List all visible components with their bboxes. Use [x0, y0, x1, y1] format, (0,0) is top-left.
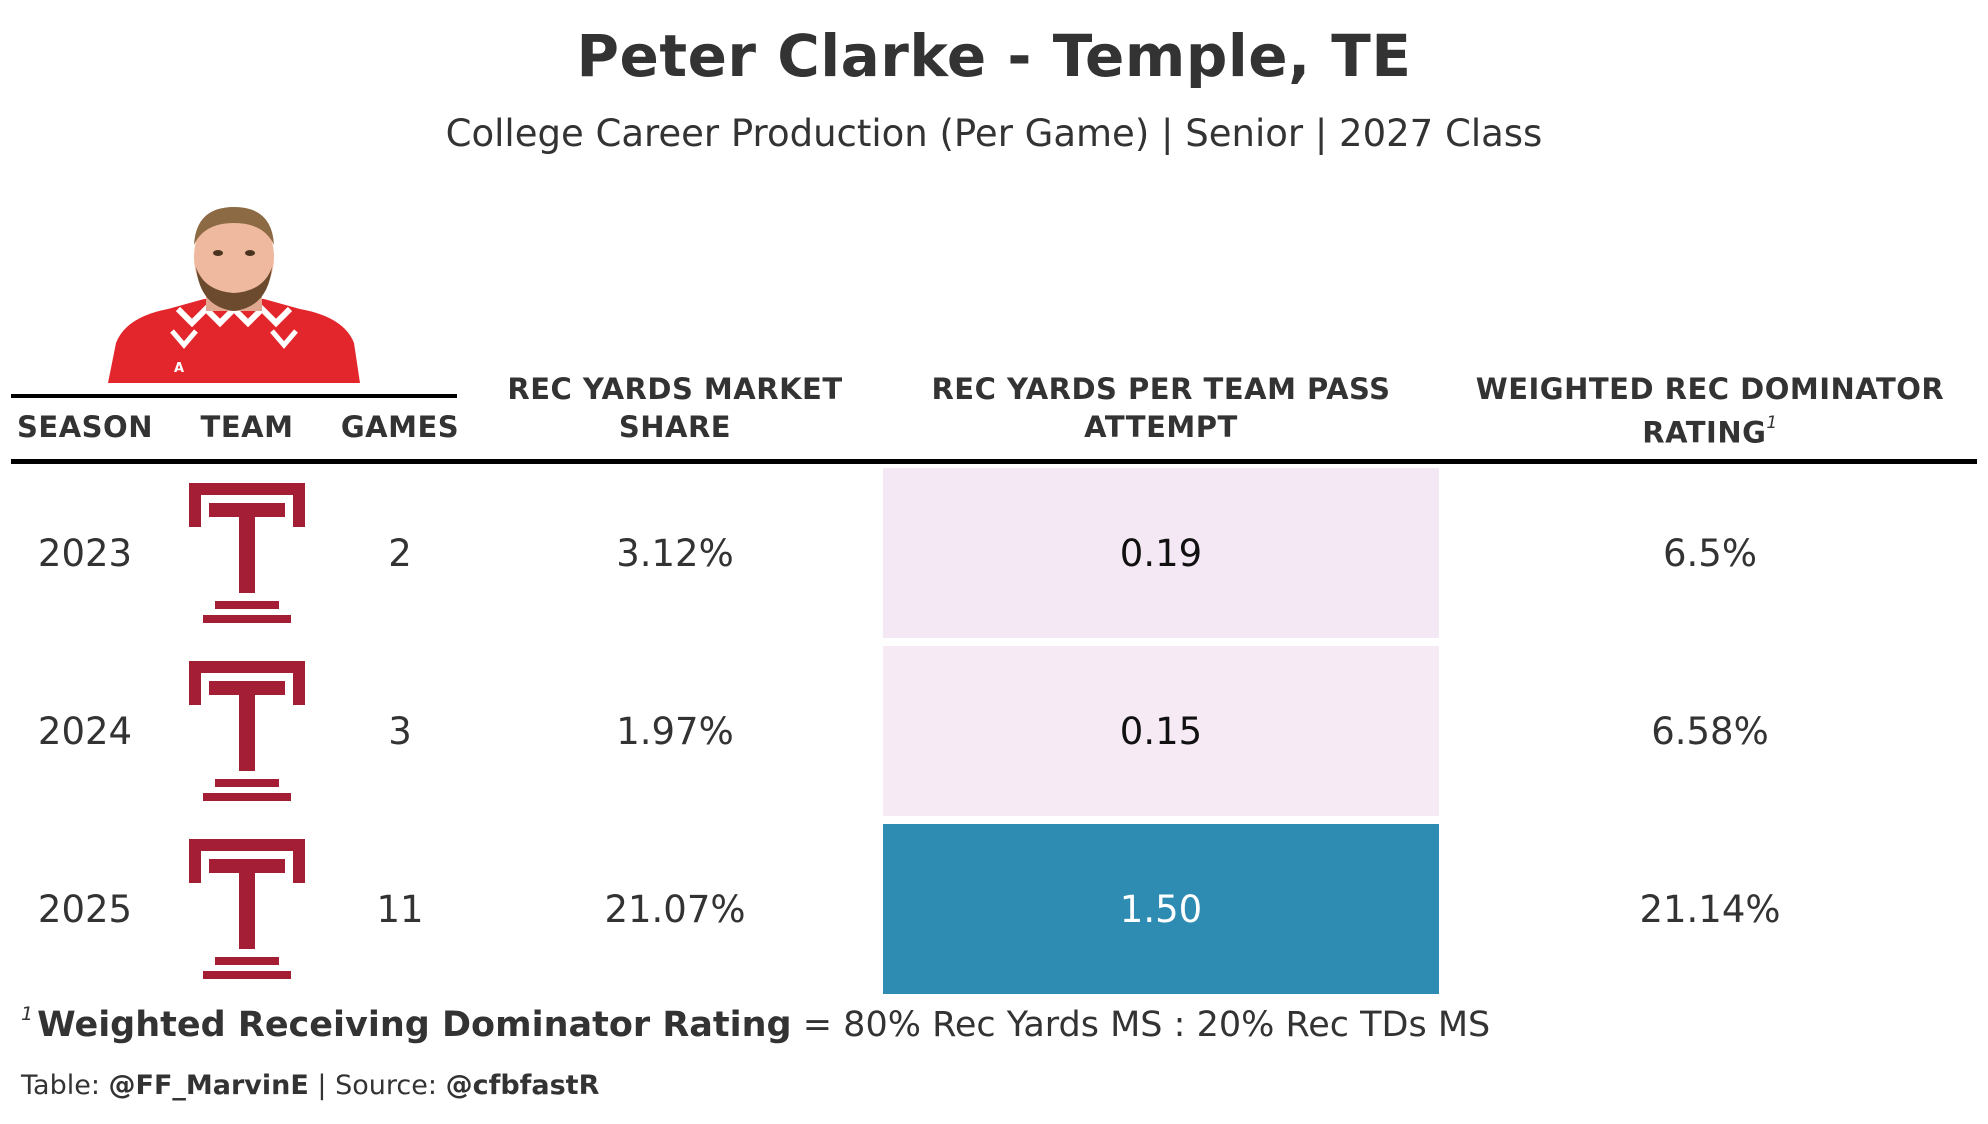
column-header-dominator: WEIGHTED REC DOMINATOR RATING1 [1450, 370, 1970, 452]
column-header-market-share: REC YARDS MARKET SHARE [480, 370, 870, 446]
table-row: 2025 11 21.07% 1.50 21.14% [0, 820, 1988, 998]
credit-separator: | [317, 1070, 327, 1101]
source-credit-label: Source: [335, 1070, 437, 1101]
per-attempt-value: 0.15 [1119, 709, 1203, 753]
season-cell: 2023 [37, 531, 133, 575]
temple-t-icon [189, 839, 305, 979]
footnote-mark: 1 [21, 1003, 34, 1025]
column-header-per-attempt-line1: REC YARDS PER TEAM PASS [931, 372, 1391, 406]
column-header-season: SEASON [17, 410, 153, 444]
temple-t-icon [189, 483, 305, 623]
games-cell: 3 [388, 709, 412, 753]
header-rule [11, 459, 1977, 464]
player-headshot: A [108, 207, 360, 383]
table-credit-label: Table: [21, 1070, 100, 1101]
team-logo-cell [172, 642, 322, 820]
season-cell: 2025 [37, 887, 133, 931]
chart-title: Peter Clarke - Temple, TE [576, 22, 1412, 90]
per-attempt-value: 1.50 [1119, 887, 1203, 931]
svg-text:A: A [174, 361, 184, 376]
market-share-cell: 21.07% [604, 887, 746, 931]
footnote-definition: = 80% Rec Yards MS : 20% Rec TDs MS [802, 1005, 1491, 1045]
per-attempt-fill [883, 646, 1439, 816]
market-share-cell: 1.97% [616, 709, 734, 753]
games-cell: 2 [388, 531, 412, 575]
column-header-dominator-line1: WEIGHTED REC DOMINATOR [1475, 372, 1945, 406]
column-header-market-share-line2: SHARE [618, 410, 732, 444]
source-credit-handle: @cfbfastR [445, 1070, 600, 1101]
column-header-per-attempt: REC YARDS PER TEAM PASS ATTEMPT [883, 370, 1439, 446]
per-attempt-fill [883, 468, 1439, 638]
group-header-rule [11, 394, 457, 398]
per-attempt-cell: 0.19 [883, 464, 1439, 642]
source-caption: Table: @FF_MarvinE | Source: @cfbfastR [21, 1070, 599, 1101]
per-attempt-value: 0.19 [1119, 531, 1203, 575]
market-share-cell: 3.12% [616, 531, 734, 575]
team-logo-cell [172, 820, 322, 998]
dominator-cell: 21.14% [1639, 887, 1781, 931]
footnote-term: Weighted Receiving Dominator Rating [37, 1005, 792, 1045]
column-header-team: TEAM [200, 410, 294, 444]
column-header-market-share-line1: REC YARDS MARKET [507, 372, 843, 406]
column-header-dominator-line2-text: RATING [1642, 415, 1767, 450]
table-row: 2023 2 3.12% 0.19 6.5% [0, 464, 1988, 642]
team-logo-cell [172, 464, 322, 642]
column-header-games: GAMES [340, 410, 460, 444]
games-cell: 11 [376, 887, 424, 931]
footnote: 1 Weighted Receiving Dominator Rating = 8… [21, 1003, 1491, 1045]
table-credit-handle: @FF_MarvinE [108, 1070, 309, 1101]
chart-subtitle: College Career Production (Per Game) | S… [445, 112, 1543, 155]
column-header-dominator-line2: RATING1 [1450, 408, 1970, 452]
temple-t-icon [189, 661, 305, 801]
per-attempt-fill [883, 824, 1439, 994]
season-cell: 2024 [37, 709, 133, 753]
column-header-per-attempt-line2: ATTEMPT [1084, 410, 1238, 444]
per-attempt-cell: 1.50 [883, 820, 1439, 998]
dominator-cell: 6.5% [1663, 531, 1757, 575]
column-header-footnote-mark: 1 [1766, 413, 1778, 433]
table-row: 2024 3 1.97% 0.15 6.58% [0, 642, 1988, 820]
per-attempt-cell: 0.15 [883, 642, 1439, 820]
dominator-cell: 6.58% [1651, 709, 1769, 753]
